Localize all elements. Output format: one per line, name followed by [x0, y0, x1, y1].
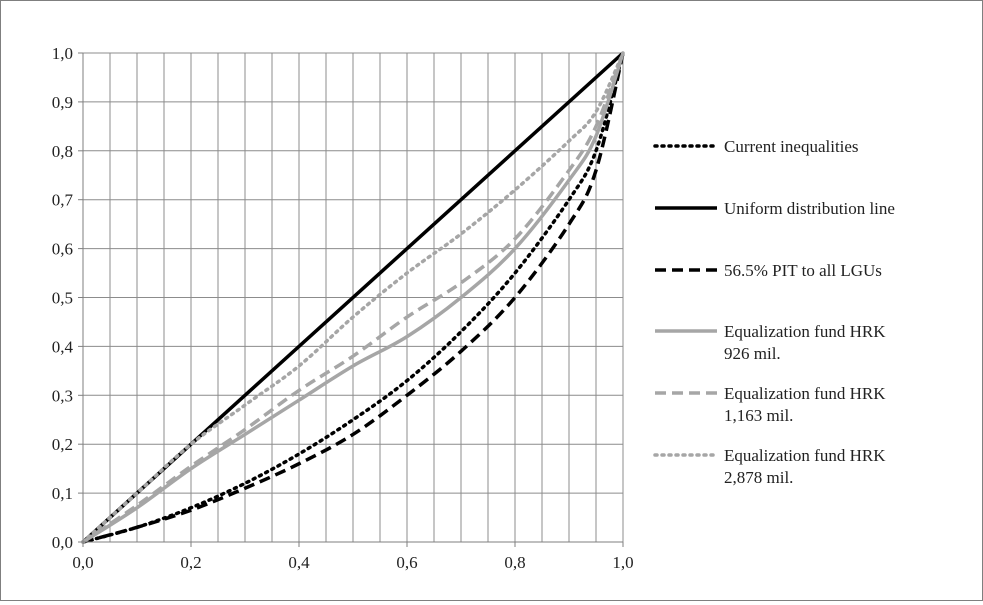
y-tick-label: 0,0	[52, 533, 73, 552]
series-lines	[81, 51, 625, 544]
y-tick-label: 0,3	[52, 386, 73, 405]
y-tick-label: 0,5	[52, 289, 73, 308]
series-line-equalization-fund-hrk-926-mil	[82, 52, 625, 544]
x-tick-label: 0,4	[288, 553, 310, 572]
series-line-equalization-fund-hrk-2-878-mil	[81, 51, 625, 544]
grid	[82, 52, 624, 543]
legend: Current inequalities Uniform distribution…	[653, 137, 895, 487]
legend-label: Equalization fund HRK	[724, 322, 886, 341]
x-tick-label: 0,6	[396, 553, 417, 572]
series-line-equalization-fund-hrk-1-163-mil	[82, 52, 625, 544]
x-tick-label: 0,0	[72, 553, 93, 572]
series-line-56-5-pit-to-all-lgus	[82, 52, 625, 544]
x-tick-label: 1,0	[612, 553, 633, 572]
legend-label: Equalization fund HRK	[724, 384, 886, 403]
legend-label: Current inequalities	[724, 137, 859, 156]
legend-label: Equalization fund HRK	[724, 446, 886, 465]
legend-label: 926 mil.	[724, 344, 781, 363]
legend-label: 2,878 mil.	[724, 468, 793, 487]
y-tick-label: 0,8	[52, 142, 73, 161]
y-tick-label: 0,1	[52, 484, 73, 503]
legend-label: 56.5% PIT to all LGUs	[724, 261, 882, 280]
y-tick-label: 0,7	[52, 191, 74, 210]
x-tick-label: 0,8	[504, 553, 525, 572]
y-tick-label: 0,9	[52, 93, 73, 112]
axes: 0,0 0,1 0,2 0,3 0,4 0,5 0,6 0,7 0,8 0,9 1,0 0,0 0,2 0…	[52, 44, 634, 572]
y-tick-label: 0,4	[52, 337, 74, 356]
y-tick-label: 1,0	[52, 44, 73, 63]
legend-label: 1,163 mil.	[724, 406, 793, 425]
y-tick-label: 0,6	[52, 240, 73, 259]
series-line-current-inequalities	[81, 51, 625, 544]
y-tick-label: 0,2	[52, 435, 73, 454]
x-tick-label: 0,2	[180, 553, 201, 572]
legend-label: Uniform distribution line	[724, 199, 895, 218]
